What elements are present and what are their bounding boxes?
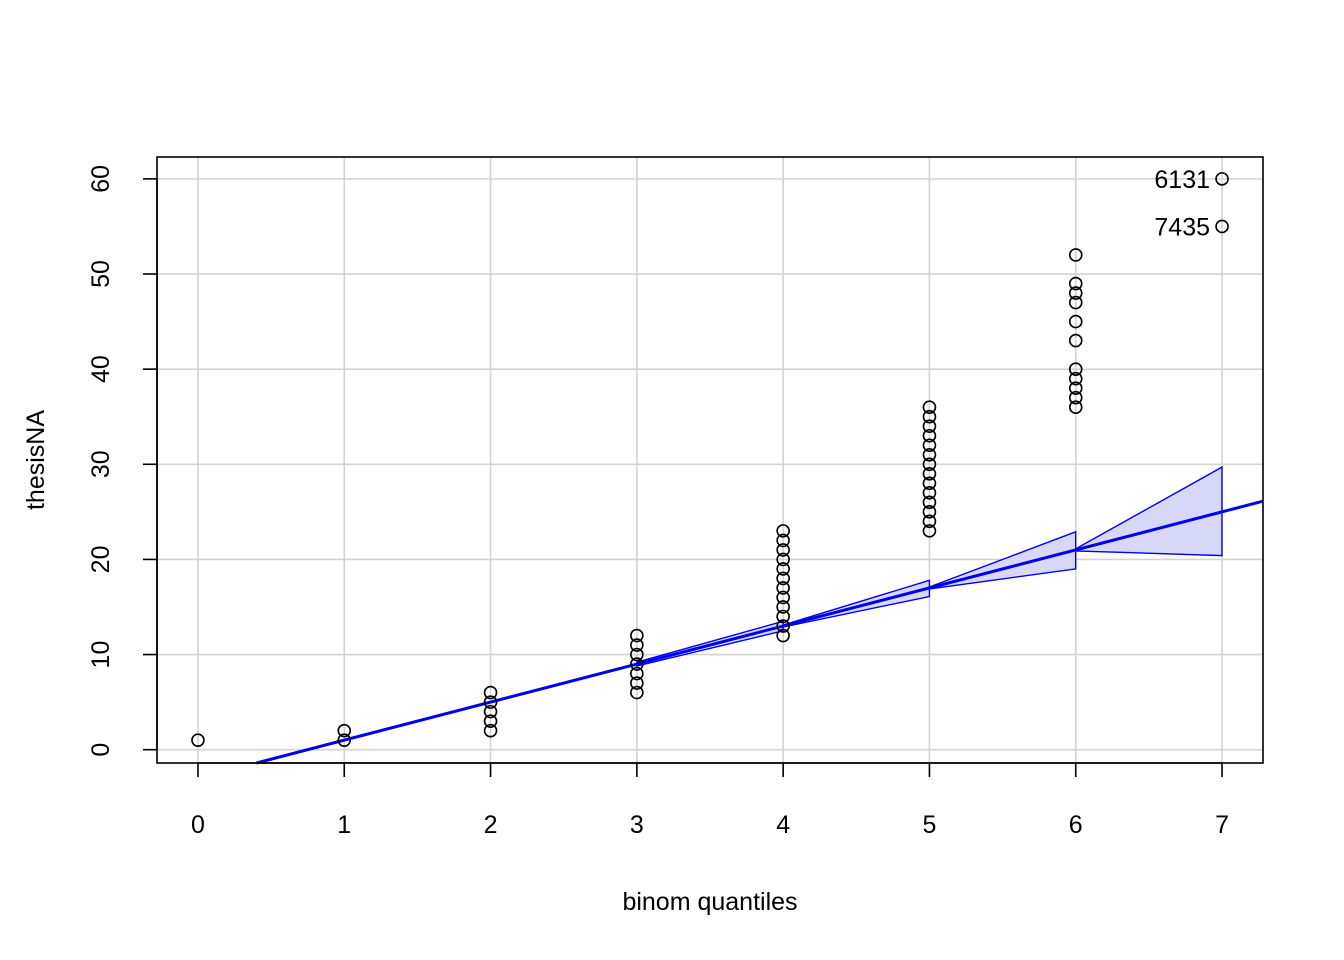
x-tick-label: 7 <box>1215 811 1229 839</box>
data-point <box>337 723 352 738</box>
x-tick-label: 0 <box>191 811 205 839</box>
point-label: 7435 <box>1154 213 1210 241</box>
data-point <box>1215 219 1229 234</box>
x-tick-label: 1 <box>337 811 351 839</box>
data-point <box>922 466 937 481</box>
data-point <box>922 438 937 453</box>
reference-line-group <box>256 499 1264 765</box>
data-point <box>776 628 790 643</box>
data-point <box>922 505 937 519</box>
y-tick-label: 20 <box>87 546 115 574</box>
data-point <box>922 400 937 415</box>
data-point <box>1068 390 1083 405</box>
y-tick-label: 10 <box>87 641 115 669</box>
data-point <box>922 524 937 538</box>
data-point <box>1068 400 1083 415</box>
data-point <box>776 524 790 538</box>
data-point <box>1215 172 1229 186</box>
data-point <box>776 533 790 548</box>
data-point <box>1068 295 1083 310</box>
data-point <box>922 428 937 443</box>
data-point <box>922 409 937 424</box>
data-point <box>776 571 790 586</box>
data-point <box>630 676 644 690</box>
data-point <box>776 600 790 614</box>
x-tick-label: 6 <box>1069 811 1083 839</box>
data-point <box>776 581 790 595</box>
data-point <box>1068 371 1083 386</box>
data-point <box>1068 286 1083 300</box>
data-point <box>630 638 644 652</box>
y-tick-label: 0 <box>87 743 115 757</box>
envelope-segment <box>928 530 1077 590</box>
data-point <box>483 695 498 709</box>
data-point <box>922 514 937 529</box>
data-points <box>191 172 1229 747</box>
data-point <box>776 619 790 633</box>
grid-lines <box>157 157 1263 763</box>
data-point <box>922 447 937 462</box>
plot-frame <box>156 156 1264 764</box>
data-point <box>483 704 498 719</box>
data-point <box>1068 381 1083 395</box>
data-point <box>630 647 644 662</box>
data-point <box>630 628 644 643</box>
data-point <box>922 476 937 491</box>
data-point <box>776 590 790 605</box>
data-point <box>1068 362 1083 376</box>
y-tick-label: 30 <box>87 450 115 478</box>
data-point <box>630 685 644 700</box>
data-point <box>337 733 352 747</box>
point-labels: 6131 7435 <box>1154 166 1210 242</box>
x-axis-label: binom quantiles <box>622 888 797 916</box>
y-tick-label: 40 <box>87 355 115 383</box>
y-axis: 0 10 20 30 40 50 60 <box>87 165 158 757</box>
envelope-segment <box>1074 465 1223 557</box>
y-tick-label: 50 <box>87 260 115 288</box>
reference-line <box>256 499 1264 765</box>
data-point <box>922 419 937 434</box>
x-tick-label: 2 <box>484 811 498 839</box>
x-tick-label: 4 <box>776 811 790 839</box>
data-point <box>1068 248 1083 262</box>
point-label: 6131 <box>1154 166 1210 194</box>
data-point <box>922 486 937 500</box>
y-axis-label: thesisNA <box>22 410 50 510</box>
data-point <box>922 457 937 472</box>
x-tick-label: 3 <box>630 811 644 839</box>
data-point <box>483 685 498 700</box>
x-axis: 0 1 2 3 4 5 6 7 <box>191 762 1229 839</box>
data-point <box>483 714 498 728</box>
data-point <box>483 723 498 738</box>
y-tick-label: 60 <box>87 165 115 193</box>
x-tick-label: 5 <box>922 811 936 839</box>
data-point <box>191 733 205 747</box>
data-point <box>1068 333 1083 348</box>
data-point <box>630 666 644 681</box>
data-point <box>630 657 644 671</box>
data-point <box>922 495 937 510</box>
data-point <box>776 543 790 557</box>
data-point <box>1068 314 1083 329</box>
data-point <box>1068 276 1083 291</box>
data-point <box>776 609 790 624</box>
data-point <box>776 552 790 567</box>
data-point <box>776 562 790 576</box>
